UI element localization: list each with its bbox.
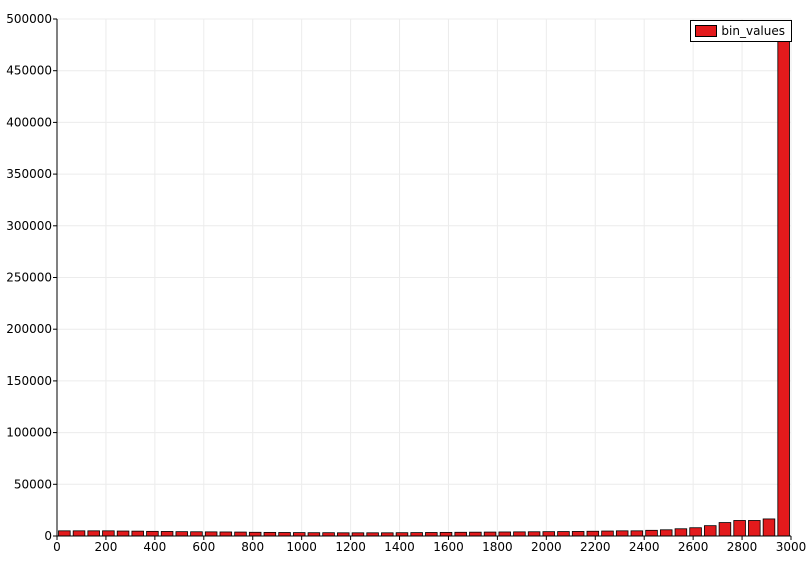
bar <box>542 531 556 537</box>
bar <box>674 528 688 537</box>
legend-swatch <box>695 25 718 37</box>
y-tick-label: 300000 <box>6 219 52 233</box>
y-tick-label: 500000 <box>6 12 52 26</box>
bar <box>527 531 541 537</box>
bar <box>292 532 306 537</box>
bar <box>248 531 262 537</box>
x-tick-label: 200 <box>94 540 117 554</box>
x-tick-label: 1200 <box>335 540 366 554</box>
x-tick-label: 1800 <box>482 540 513 554</box>
bar <box>263 531 277 537</box>
bar <box>160 531 174 537</box>
legend-label: bin_values <box>721 24 785 38</box>
bar <box>601 530 614 537</box>
bar <box>630 530 644 537</box>
bar <box>439 531 453 537</box>
bar <box>131 530 144 537</box>
bar <box>278 532 291 537</box>
y-tick-label: 50000 <box>14 477 52 491</box>
bar <box>586 530 600 537</box>
y-tick-label: 200000 <box>6 322 52 336</box>
bar <box>615 530 629 537</box>
bar <box>483 531 497 537</box>
bar <box>234 531 247 537</box>
bar <box>557 531 570 537</box>
y-tick-label: 400000 <box>6 115 52 129</box>
x-tick-label: 2800 <box>727 540 758 554</box>
bar <box>659 529 673 537</box>
bar <box>748 520 761 537</box>
legend: bin_values <box>690 20 792 42</box>
y-tick-label: 450000 <box>6 64 52 78</box>
bar <box>410 532 423 537</box>
bar <box>204 531 218 537</box>
x-tick-label: 1600 <box>433 540 464 554</box>
x-tick-label: 800 <box>241 540 264 554</box>
x-tick-label: 600 <box>192 540 215 554</box>
y-tick-label: 250000 <box>6 271 52 285</box>
bar <box>733 520 746 537</box>
bar <box>58 530 71 537</box>
bar <box>645 529 658 537</box>
x-tick-label: 1400 <box>384 540 415 554</box>
x-tick-label: 2600 <box>678 540 709 554</box>
bar <box>513 531 526 537</box>
bar <box>72 530 86 537</box>
x-tick-label: 2200 <box>580 540 611 554</box>
bar <box>454 531 467 537</box>
y-tick-label: 350000 <box>6 167 52 181</box>
x-tick-label: 400 <box>143 540 166 554</box>
bar <box>469 531 482 537</box>
x-tick-label: 2000 <box>531 540 562 554</box>
bar <box>762 518 776 537</box>
x-tick-label: 2400 <box>629 540 660 554</box>
y-tick-label: 150000 <box>6 374 52 388</box>
bar <box>87 530 100 537</box>
x-tick-label: 3000 <box>776 540 807 554</box>
bar <box>146 530 159 537</box>
bar <box>190 531 203 537</box>
bar <box>689 527 702 537</box>
bar <box>219 531 233 537</box>
bar <box>498 531 511 537</box>
bar <box>777 28 790 537</box>
bar <box>571 531 585 537</box>
y-tick-label: 0 <box>44 529 52 543</box>
bar <box>175 531 189 537</box>
bar <box>102 530 115 537</box>
bar <box>718 522 732 537</box>
x-tick-label: 0 <box>53 540 61 554</box>
x-tick-label: 1000 <box>286 540 317 554</box>
y-tick-label: 100000 <box>6 426 52 440</box>
bar <box>704 525 717 537</box>
bar <box>116 530 130 537</box>
bar <box>425 532 438 537</box>
